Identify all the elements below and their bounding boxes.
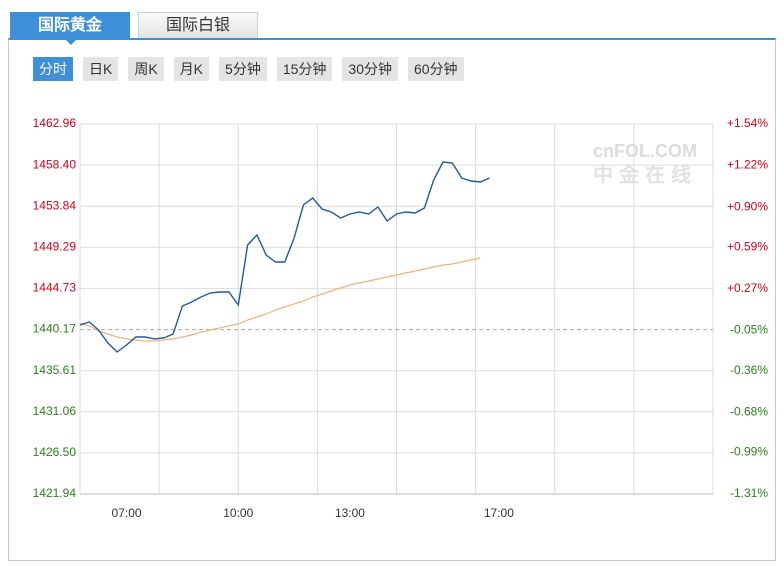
y2-tick-label: -1.31% xyxy=(730,486,768,500)
chart-panel xyxy=(8,38,776,561)
period-button[interactable]: 5分钟 xyxy=(219,57,267,81)
y2-tick-label: -0.05% xyxy=(730,323,768,337)
y-tick-label: 1431.06 xyxy=(33,404,77,418)
y-tick-label: 1444.73 xyxy=(33,281,77,295)
tab[interactable]: 国际黄金 xyxy=(10,12,130,45)
y2-tick-label: +0.59% xyxy=(727,240,768,254)
period-button[interactable]: 30分钟 xyxy=(342,57,398,81)
period-button[interactable]: 60分钟 xyxy=(407,57,464,81)
series-line xyxy=(79,257,481,342)
y2-tick-label: +1.22% xyxy=(727,158,768,172)
y-tick-label: 1453.84 xyxy=(33,198,77,212)
series-line xyxy=(79,161,490,353)
tab-bar: 国际黄金 国际白银 xyxy=(10,12,258,45)
y-tick-label: 1449.29 xyxy=(33,239,77,253)
y2-tick-label: +1.54% xyxy=(727,116,768,130)
y2-tick-label: -0.36% xyxy=(730,363,768,377)
period-button[interactable]: 日K xyxy=(83,57,119,81)
y2-tick-label: -0.68% xyxy=(730,404,768,418)
x-tick-label: 10:00 xyxy=(223,506,253,520)
period-button[interactable]: 周K xyxy=(128,57,164,81)
x-tick-label: 07:00 xyxy=(112,506,142,520)
watermark-logo: cnFOL.COM xyxy=(593,141,697,161)
y-tick-label: 1421.94 xyxy=(33,486,77,500)
y2-tick-label: -0.99% xyxy=(730,445,768,459)
x-tick-label: 13:00 xyxy=(335,506,365,520)
y2-tick-label: +0.90% xyxy=(727,199,768,213)
period-bar: 分时 日K 周K 月K 5分钟 15分钟 30分钟 60分钟 xyxy=(33,57,464,81)
y-tick-label: 1440.17 xyxy=(33,322,77,336)
y-tick-label: 1435.61 xyxy=(33,363,77,377)
period-button[interactable]: 15分钟 xyxy=(276,57,333,81)
y-tick-label: 1462.96 xyxy=(33,116,77,130)
watermark-name: 中金在线 xyxy=(593,162,697,186)
y-tick-label: 1458.40 xyxy=(33,157,77,171)
y2-tick-label: +0.27% xyxy=(727,281,768,295)
period-button[interactable]: 月K xyxy=(173,57,210,81)
period-button[interactable]: 分时 xyxy=(33,57,73,81)
x-tick-label: 17:00 xyxy=(484,506,514,520)
tab[interactable]: 国际白银 xyxy=(138,12,258,38)
y-tick-label: 1426.50 xyxy=(33,445,77,459)
